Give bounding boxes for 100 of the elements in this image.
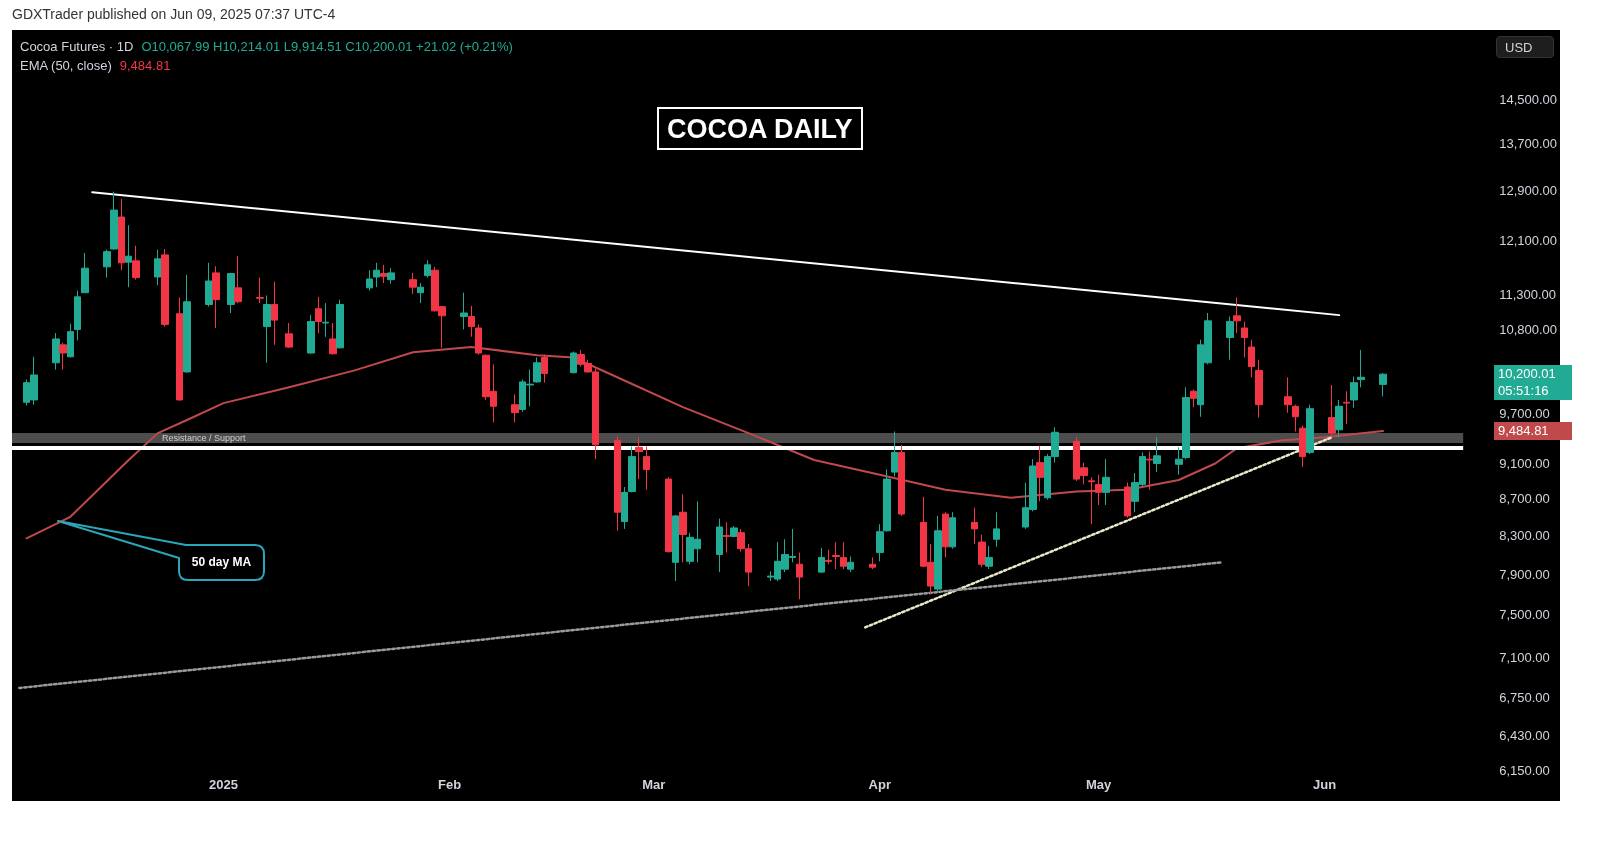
candlestick xyxy=(176,297,183,402)
candlestick xyxy=(315,296,322,334)
candlestick xyxy=(387,267,395,285)
candlestick xyxy=(227,272,235,314)
candlestick xyxy=(424,259,431,279)
candlestick xyxy=(161,248,169,328)
candlestick xyxy=(942,511,949,558)
candlestick xyxy=(1102,458,1110,506)
candlestick xyxy=(307,314,315,355)
candlestick xyxy=(59,342,67,371)
y-tick-label: 6,430.00 xyxy=(1499,727,1550,743)
candlestick xyxy=(730,525,738,538)
candlestick xyxy=(329,322,337,355)
band-label: Resistance / Support xyxy=(162,433,247,444)
candlestick xyxy=(1379,372,1387,397)
candlestick xyxy=(1350,376,1358,409)
candlestick xyxy=(154,249,162,286)
candlestick xyxy=(460,292,468,330)
candlestick xyxy=(891,430,898,477)
candlestick xyxy=(1233,297,1241,334)
text: GDXTrader published on Jun 09, 2025 07:37 UTC-4 xyxy=(12,6,336,22)
candlestick xyxy=(132,245,140,281)
candlestick xyxy=(716,518,723,573)
y-tick-label: 14,500.00 xyxy=(1499,91,1558,107)
candlestick xyxy=(1124,482,1131,519)
candlestick xyxy=(1292,404,1299,432)
candlestick xyxy=(796,552,803,600)
candlestick xyxy=(635,436,643,480)
candlestick xyxy=(511,393,519,423)
y-tick-label: 9,100.00 xyxy=(1499,455,1550,471)
candlestick xyxy=(818,547,825,574)
candlestick xyxy=(628,445,636,493)
candlestick xyxy=(723,521,730,554)
text: 9,484.81 xyxy=(119,58,171,73)
candlestick xyxy=(869,556,876,570)
candlestick xyxy=(949,511,956,550)
candlestick xyxy=(1190,389,1197,408)
x-tick-label: Feb xyxy=(437,777,462,792)
candlestick xyxy=(1153,436,1161,473)
text: EMA (50, close) xyxy=(20,58,112,73)
candlestick xyxy=(409,272,417,295)
candlestick xyxy=(1306,404,1314,455)
y-tick-label: 6,150.00 xyxy=(1499,762,1550,778)
text: 9,484.81 xyxy=(1494,422,1572,441)
x-tick-label: Apr xyxy=(868,777,891,792)
candlestick xyxy=(1241,321,1248,358)
candlestick xyxy=(898,444,905,517)
candlestick xyxy=(847,555,854,573)
candlestick xyxy=(322,302,329,338)
candlestick xyxy=(118,198,125,271)
candlestick xyxy=(1343,390,1350,425)
candlestick xyxy=(840,541,847,570)
candlestick xyxy=(468,305,475,338)
annotation: 50 day MA xyxy=(190,554,253,571)
candlestick xyxy=(1226,316,1234,361)
candlestick xyxy=(74,290,81,341)
candlestick xyxy=(978,534,986,568)
candlestick xyxy=(971,507,978,545)
text: COCOA DAILY xyxy=(667,113,853,144)
candlestick xyxy=(234,255,242,304)
candlestick xyxy=(212,265,220,329)
line-series xyxy=(25,346,1384,540)
candlestick xyxy=(1146,451,1153,491)
candlestick xyxy=(614,435,621,532)
y-tick-label: 7,100.00 xyxy=(1499,650,1550,666)
candlestick xyxy=(570,351,577,374)
candlestick xyxy=(271,281,278,346)
candlestick xyxy=(1299,425,1306,468)
y-tick-label: 7,500.00 xyxy=(1499,607,1550,623)
candlestick xyxy=(993,511,1000,548)
candlestick xyxy=(825,549,832,565)
y-tick-label: 10,800.00 xyxy=(1499,321,1558,337)
candlestick xyxy=(417,282,424,304)
candlestick xyxy=(373,262,380,288)
candlestick xyxy=(1284,376,1292,414)
candlestick xyxy=(256,277,264,304)
candlestick xyxy=(52,332,60,371)
text: O10,067.99 H10,214.01 L9,914.51 C10,200.01 +21.02 (+0.21%) xyxy=(141,39,513,54)
candlestick xyxy=(1248,339,1255,378)
candlestick xyxy=(679,493,687,563)
text: USD xyxy=(1496,36,1554,58)
candlestick xyxy=(541,354,548,384)
y-tick-label: 7,900.00 xyxy=(1499,566,1550,582)
candlestick xyxy=(475,323,482,355)
y-tick-label: 12,900.00 xyxy=(1499,182,1558,198)
candlestick xyxy=(336,299,344,350)
y-tick-label: 8,300.00 xyxy=(1499,527,1550,543)
candlestick xyxy=(125,224,132,288)
y-tick-label: 8,700.00 xyxy=(1499,491,1550,507)
candlestick xyxy=(366,269,373,292)
candlestick xyxy=(205,262,213,308)
candlestick xyxy=(263,294,271,364)
y-tick-label: 12,100.00 xyxy=(1499,233,1558,249)
x-tick-label: May xyxy=(1085,777,1112,792)
candlestick xyxy=(380,264,388,284)
candlestick xyxy=(81,252,89,294)
y-tick-label: 11,300.00 xyxy=(1499,286,1557,302)
candlestick xyxy=(1088,476,1095,525)
candlestick xyxy=(672,514,679,582)
candlestick xyxy=(285,322,293,349)
